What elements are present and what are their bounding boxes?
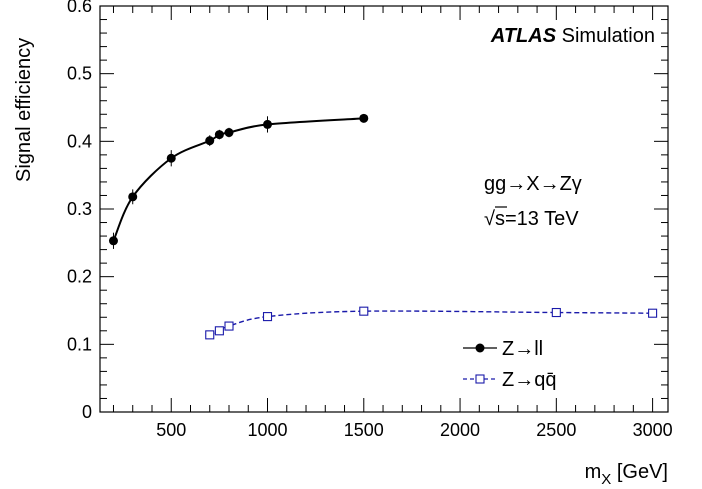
y-tick-label: 0.4 (67, 131, 92, 151)
energy-label: √s=13 TeV (484, 208, 579, 230)
series-1-point (214, 326, 224, 336)
series-1-point (224, 321, 234, 331)
series-1-point (262, 312, 273, 322)
x-tick-label: 1500 (344, 420, 384, 440)
x-tick-label: 2000 (440, 420, 480, 440)
series-1-point (359, 306, 369, 316)
y-tick-label: 0.5 (67, 64, 92, 84)
series-1-point (205, 330, 215, 340)
x-axis-title-sub: X (601, 471, 611, 488)
legend-marker-zqq (475, 374, 485, 384)
legend-label-zqq: Z→qq̄ (502, 369, 556, 391)
series-0-point (128, 192, 138, 202)
x-axis-title-main: m (585, 461, 602, 483)
y-tick-label: 0.3 (67, 199, 92, 219)
series-0-point (224, 128, 234, 138)
series-1 (205, 306, 658, 340)
energy-root: √ (484, 208, 495, 230)
series-0-point (214, 130, 224, 140)
x-axis-title: mX [GeV] (585, 461, 668, 488)
legend-label-zll: Z→ll (502, 338, 543, 360)
series-0-point (205, 136, 215, 146)
y-tick-label: 0 (82, 402, 92, 422)
experiment-name: ATLAS (490, 25, 557, 47)
x-tick-label: 500 (156, 420, 186, 440)
x-tick-label: 3000 (633, 420, 673, 440)
plot-frame (99, 5, 669, 413)
series-0-point (359, 113, 369, 123)
series-0-point (166, 153, 176, 163)
x-tick-label: 2500 (536, 420, 576, 440)
series-0-point (263, 119, 273, 129)
y-tick-label: 0.1 (67, 334, 92, 354)
axis-tick-labels: 500 1000 1500 2000 2500 3000 0 0.1 0.2 0.3 0.4 0.5 0… (67, 0, 673, 440)
x-axis-title-unit: [GeV] (611, 461, 668, 483)
series-layer (108, 113, 658, 340)
series-1-point (648, 308, 658, 318)
axis-ticks (100, 5, 668, 413)
y-axis-title: Signal efficiency (13, 38, 35, 182)
experiment-label: ATLAS Simulation (490, 25, 655, 47)
process-label: gg→X→Zγ (484, 173, 582, 195)
series-0-point (108, 236, 118, 246)
y-tick-label: 0.6 (67, 0, 92, 16)
series-1-line (209, 310, 653, 336)
experiment-suffix: Simulation (556, 25, 655, 47)
energy-value: s=13 TeV (495, 208, 579, 230)
y-tick-label: 0.2 (67, 267, 92, 287)
series-1-point (551, 307, 561, 318)
legend: Z→ll Z→qq̄ (463, 338, 556, 391)
series-0 (108, 113, 369, 249)
x-tick-label: 1000 (247, 420, 287, 440)
legend-marker-zll (475, 343, 485, 353)
series-0-line (112, 117, 364, 242)
